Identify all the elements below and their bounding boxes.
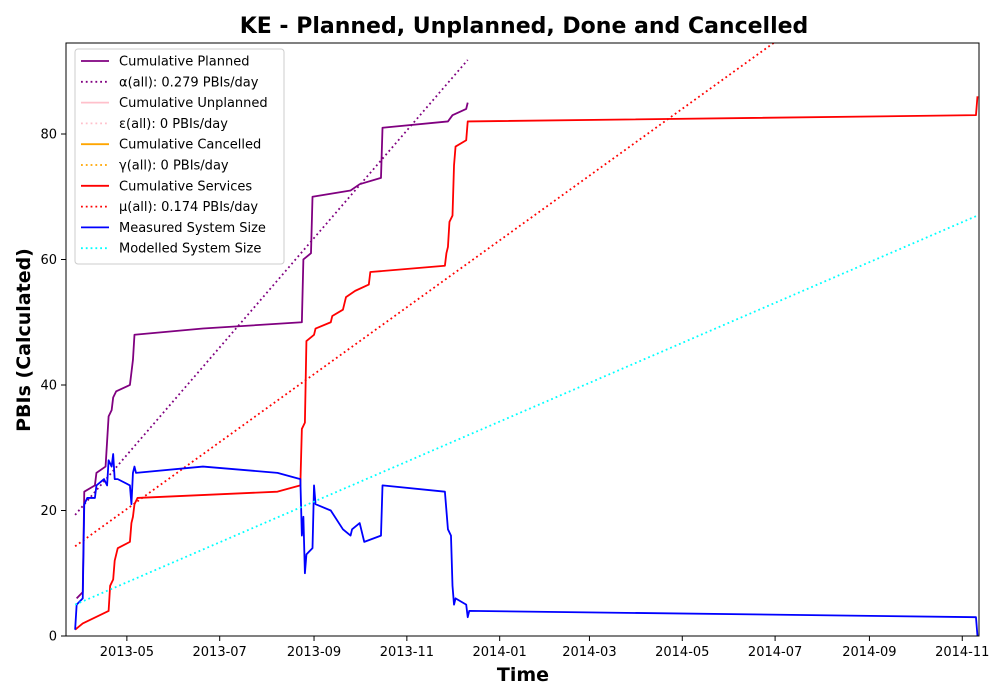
legend-entry-modelled-system-size: Modelled System Size	[119, 242, 261, 257]
legend-entry-cumulative-unplanned: Cumulative Unplanned	[119, 96, 268, 111]
legend-entry-cumulative-services: Cumulative Services	[119, 179, 252, 194]
series-line-cumulative-services	[74, 96, 979, 631]
y-tick-label: 60	[40, 253, 57, 268]
x-tick-label: 2014-05	[655, 645, 709, 660]
series-line-cumulative-planned	[76, 102, 469, 599]
x-tick-label: 2013-09	[287, 645, 341, 660]
series-line-modelled-system-size	[74, 214, 978, 606]
plot-frame	[65, 42, 980, 637]
x-tick-label: 2014-11	[935, 645, 989, 660]
legend-entry-all-0-pbis-day: ε(all): 0 PBIs/day	[119, 117, 228, 132]
y-tick-label: 40	[40, 378, 57, 393]
legend-entry-all-0-pbis-day: γ(all): 0 PBIs/day	[119, 159, 229, 174]
y-tick-label: 0	[49, 630, 57, 645]
x-tick-label: 2014-07	[748, 645, 802, 660]
x-tick-label: 2014-09	[842, 645, 896, 660]
chart-title: KE - Planned, Unplanned, Done and Cancel…	[240, 14, 809, 39]
x-tick-label: 2014-01	[473, 645, 527, 660]
legend: Cumulative Planned α(all): 0.279 PBIs/day…	[74, 48, 285, 265]
x-tick-label: 2014-03	[562, 645, 616, 660]
y-axis-label: PBIs (Calculated)	[13, 248, 35, 432]
x-tick-label: 2013-11	[380, 645, 434, 660]
x-axis-label: Time	[497, 664, 549, 686]
series-line-all-0-279-pbis-day	[74, 59, 469, 516]
legend-entry-all-0-279-pbis-day: α(all): 0.279 PBIs/day	[119, 75, 259, 90]
series-line-measured-system-size	[74, 453, 979, 636]
y-tick-label: 80	[40, 127, 57, 142]
x-tick-label: 2013-07	[193, 645, 247, 660]
y-axis: 0 20 40 60 80	[40, 127, 66, 645]
legend-box	[74, 48, 285, 265]
legend-entry-cumulative-planned: Cumulative Planned	[119, 55, 249, 70]
legend-entry-cumulative-cancelled: Cumulative Cancelled	[119, 138, 261, 153]
x-axis: 2013-05 2013-07 2013-09 2013-11 2014-01 2014-…	[100, 636, 989, 660]
legend-entry-measured-system-size: Measured System Size	[119, 221, 266, 236]
x-tick-label: 2013-05	[100, 645, 154, 660]
y-tick-label: 20	[40, 504, 57, 519]
plot-area	[74, 43, 979, 636]
legend-entry-all-0-174-pbis-day: μ(all): 0.174 PBIs/day	[119, 200, 258, 215]
